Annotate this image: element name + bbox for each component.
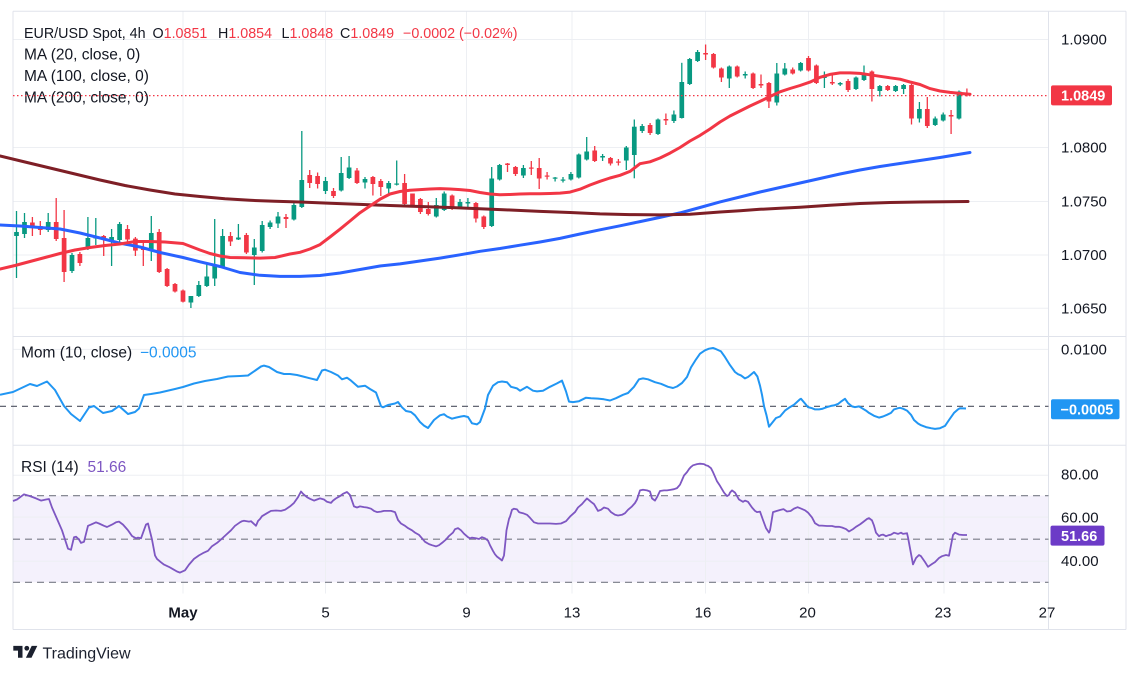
svg-text:Mom (10, close)−0.0005: Mom (10, close) −0.0005 [21,345,196,362]
svg-text:60.00: 60.00 [1061,509,1099,526]
svg-text:0.0100: 0.0100 [1061,342,1107,359]
svg-text:MA (100, close, 0): MA (100, close, 0) [24,68,149,85]
svg-text:5: 5 [321,605,329,622]
svg-text:23: 23 [935,605,952,622]
svg-text:1.0700: 1.0700 [1061,247,1107,264]
svg-text:16: 16 [695,605,712,622]
svg-text:1.0900: 1.0900 [1061,32,1107,49]
svg-text:1.0849: 1.0849 [1061,89,1105,105]
svg-text:May: May [168,605,198,622]
svg-text:TradingView: TradingView [43,646,131,663]
svg-text:RSI (14)51.66: RSI (14) 51.66 [21,459,126,476]
svg-text:51.66: 51.66 [1061,529,1097,545]
svg-text:MA (200, close, 0): MA (200, close, 0) [24,90,149,107]
svg-text:13: 13 [564,605,581,622]
svg-text:1.0650: 1.0650 [1061,301,1107,318]
svg-text:80.00: 80.00 [1061,467,1099,484]
svg-text:27: 27 [1039,605,1056,622]
svg-text:MA (20, close, 0): MA (20, close, 0) [24,47,140,64]
svg-text:1.0750: 1.0750 [1061,194,1107,211]
svg-text:9: 9 [462,605,470,622]
svg-text:1.0800: 1.0800 [1061,140,1107,157]
svg-text:40.00: 40.00 [1061,553,1099,570]
svg-text:−0.0005: −0.0005 [1061,403,1114,419]
svg-text:20: 20 [799,605,816,622]
